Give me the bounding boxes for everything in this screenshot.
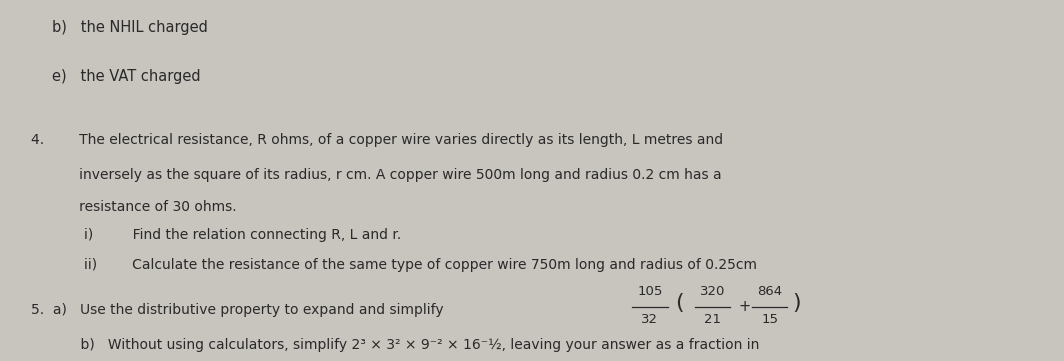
Text: ): ) — [793, 292, 801, 313]
Text: 5.  a)   Use the distributive property to expand and simplify: 5. a) Use the distributive property to e… — [32, 303, 444, 317]
Text: b)   the NHIL charged: b) the NHIL charged — [52, 19, 209, 35]
Text: 105: 105 — [637, 285, 663, 298]
Text: (: ( — [675, 292, 683, 313]
Text: i)         Find the relation connecting R, L and r.: i) Find the relation connecting R, L and… — [84, 228, 401, 242]
Text: 864: 864 — [758, 285, 782, 298]
Text: 21: 21 — [704, 313, 721, 326]
Text: 32: 32 — [642, 313, 659, 326]
Text: 15: 15 — [761, 313, 778, 326]
Text: 320: 320 — [700, 285, 725, 298]
Text: b)   Without using calculators, simplify 2³ × 3² × 9⁻² × 16⁻½, leaving your answ: b) Without using calculators, simplify 2… — [63, 338, 759, 352]
Text: ii)        Calculate the resistance of the same type of copper wire 750m long an: ii) Calculate the resistance of the same… — [84, 258, 757, 272]
Text: inversely as the square of its radius, r cm. A copper wire 500m long and radius : inversely as the square of its radius, r… — [32, 168, 722, 182]
Text: 4.        The electrical resistance, R ohms, of a copper wire varies directly as: 4. The electrical resistance, R ohms, of… — [32, 133, 724, 147]
Text: +: + — [738, 299, 750, 314]
Text: resistance of 30 ohms.: resistance of 30 ohms. — [32, 200, 237, 214]
Text: e)   the VAT charged: e) the VAT charged — [52, 69, 201, 84]
